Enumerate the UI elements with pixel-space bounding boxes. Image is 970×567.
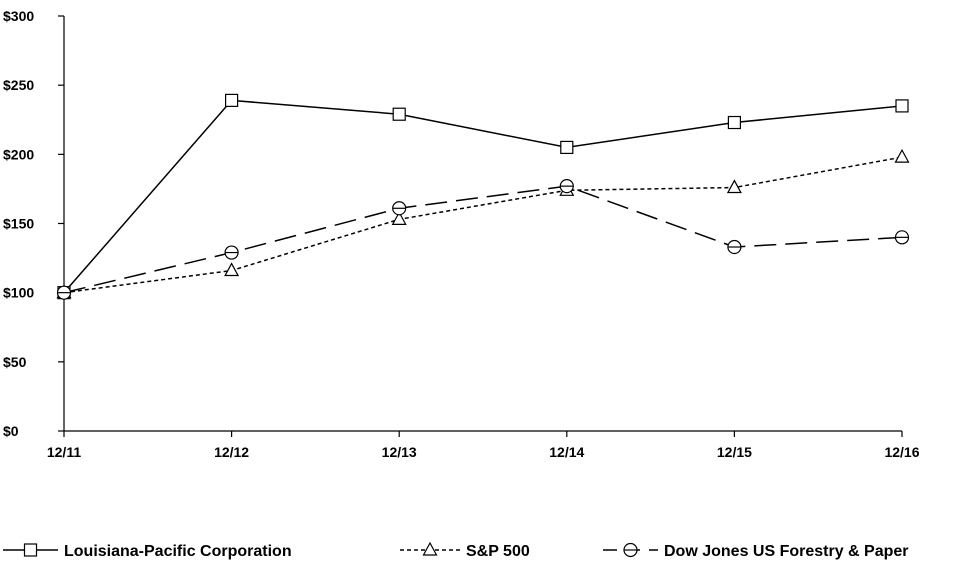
data-point	[224, 245, 239, 260]
legend-marker	[422, 541, 438, 556]
y-tick-label: $50	[3, 354, 27, 370]
x-tick-label: 12/16	[884, 444, 919, 460]
y-tick-label: $100	[3, 285, 34, 301]
chart-series	[56, 93, 910, 300]
series-line	[63, 185, 903, 294]
y-tick-label: $250	[3, 77, 34, 93]
legend-label: S&P 500	[466, 543, 530, 560]
series-circle	[56, 179, 910, 300]
x-tick-label: 12/14	[549, 444, 584, 460]
data-point	[727, 239, 742, 255]
legend-marker	[23, 543, 38, 557]
legend-label: Louisiana-Pacific Corporation	[64, 543, 292, 560]
data-point	[392, 107, 406, 121]
data-point	[225, 93, 239, 107]
legend-marker	[623, 542, 638, 558]
x-tick-label: 12/12	[214, 444, 249, 460]
legend-item: Dow Jones US Forestry & Paper	[603, 542, 909, 560]
x-tick-label: 12/15	[717, 444, 752, 460]
data-point	[224, 262, 240, 277]
legend-item: S&P 500	[400, 541, 530, 560]
chart-legend: Louisiana-Pacific Corporation S&P 500 Dow …	[3, 541, 909, 560]
legend-label: Dow Jones US Forestry & Paper	[664, 543, 909, 560]
series-line	[63, 156, 903, 294]
x-tick-label: 12/13	[382, 444, 417, 460]
chart-axes	[63, 16, 902, 432]
data-point	[560, 140, 574, 155]
y-tick-label: $0	[3, 423, 19, 439]
legend-item: Louisiana-Pacific Corporation	[3, 543, 292, 560]
data-point	[726, 179, 742, 194]
y-tick-label: $200	[3, 146, 34, 162]
y-tick-label: $300	[3, 8, 34, 24]
series-triangle	[56, 148, 910, 299]
data-point	[894, 230, 910, 245]
series-square	[57, 93, 909, 300]
data-point	[56, 285, 72, 300]
data-point	[391, 211, 407, 225]
y-tick-label: $150	[3, 216, 34, 232]
data-point	[895, 99, 909, 113]
x-tick-label: 12/11	[47, 444, 81, 460]
y-axis-ticks: $0 $50 $100 $150 $200 $250 $300	[3, 8, 64, 439]
data-point	[559, 179, 574, 194]
data-point	[727, 115, 742, 130]
x-axis-ticks: 12/11 12/12 12/13 12/14 12/15 12/16	[47, 431, 920, 460]
data-point	[392, 201, 407, 216]
series-line	[63, 99, 903, 294]
data-point	[894, 148, 910, 163]
